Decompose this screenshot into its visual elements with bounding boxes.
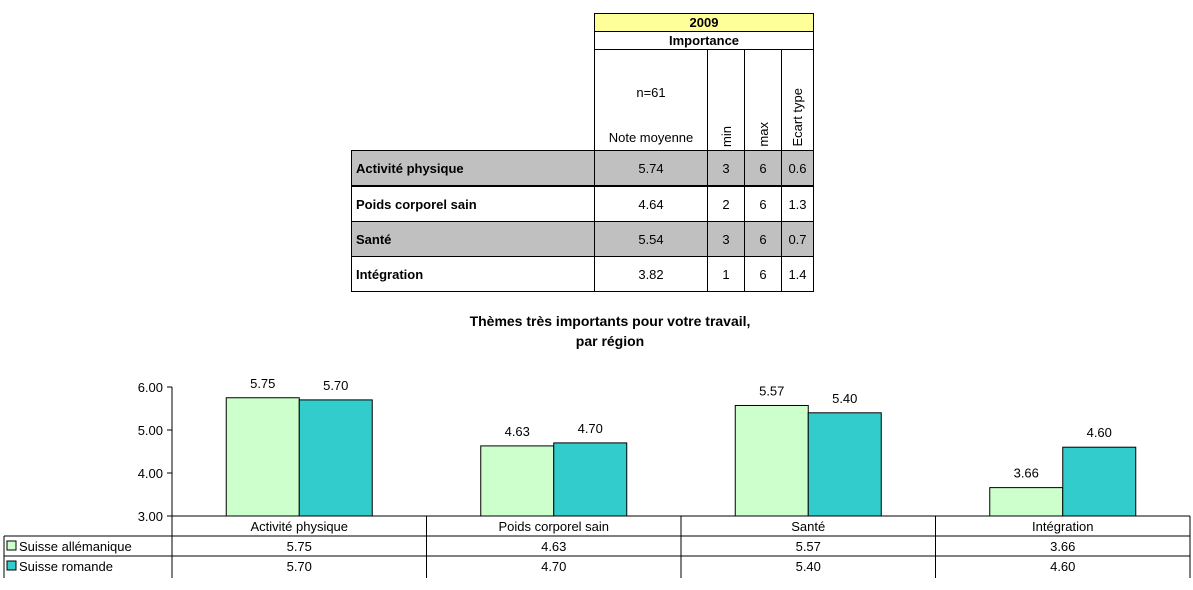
- max-cell: 6: [744, 185, 782, 222]
- bar: [734, 404, 809, 517]
- table-value: 5.57: [796, 539, 821, 554]
- min-cell: 1: [707, 256, 745, 292]
- mean-cell: 4.64: [594, 185, 708, 222]
- table-row: Activité physique 5.74 3 6 0.6: [351, 150, 814, 187]
- bar: [225, 397, 300, 517]
- legend-swatch: [6, 560, 17, 571]
- bar: [989, 487, 1064, 517]
- bar: [553, 442, 628, 517]
- row-label: Santé: [351, 221, 595, 257]
- max-cell: 6: [744, 221, 782, 257]
- max-cell: 6: [744, 150, 782, 187]
- bar: [1062, 446, 1137, 517]
- legend-series-label: Suisse romande: [19, 559, 113, 574]
- table-value: 5.70: [287, 559, 312, 574]
- data-label: 5.57: [759, 383, 784, 398]
- data-label: 4.70: [578, 421, 603, 436]
- x-category-label: Poids corporel sain: [498, 519, 609, 534]
- data-label: 4.60: [1087, 425, 1112, 440]
- legend-series-label: Suisse allémanique: [19, 539, 132, 554]
- min-column-header: min: [707, 49, 745, 151]
- statistics-table: 2009 Importance n=61 Note moyenne min ma…: [351, 13, 814, 292]
- table-value: 4.70: [541, 559, 566, 574]
- sd-cell: 0.6: [781, 150, 814, 187]
- max-column-header: max: [744, 49, 782, 151]
- data-label: 5.70: [323, 378, 348, 393]
- bar: [298, 399, 373, 517]
- table-importance-header: Importance: [594, 31, 814, 50]
- table-value: 5.75: [287, 539, 312, 554]
- mean-cell: 5.54: [594, 221, 708, 257]
- y-tick-label: 3.00: [138, 509, 163, 524]
- chart-subtitle: par région: [575, 333, 645, 349]
- legend-swatch: [6, 540, 17, 551]
- data-label: 5.40: [832, 391, 857, 406]
- chart-title: Thèmes très importants pour votre travai…: [469, 313, 751, 329]
- row-label: Activité physique: [351, 150, 595, 187]
- table-row: Intégration 3.82 1 6 1.4: [351, 256, 814, 292]
- table-row: Poids corporel sain 4.64 2 6 1.3: [351, 185, 814, 222]
- y-tick-label: 4.00: [138, 466, 163, 481]
- mean-label: Note moyenne: [608, 130, 694, 145]
- sd-cell: 1.4: [781, 256, 814, 292]
- data-label: 3.66: [1014, 466, 1039, 481]
- data-label: 4.63: [505, 424, 530, 439]
- table-value: 3.66: [1050, 539, 1075, 554]
- x-category-label: Activité physique: [250, 519, 348, 534]
- x-category-label: Santé: [791, 519, 825, 534]
- y-tick-label: 5.00: [138, 423, 163, 438]
- table-value: 4.63: [541, 539, 566, 554]
- mean-column-header: n=61 Note moyenne: [594, 49, 708, 151]
- sample-size-label: n=61: [636, 85, 666, 100]
- table-value: 4.60: [1050, 559, 1075, 574]
- y-tick-label: 6.00: [138, 380, 163, 395]
- sd-column-header: Ecart type: [781, 49, 814, 151]
- row-label: Intégration: [351, 256, 595, 292]
- table-year: 2009: [594, 13, 814, 32]
- bar: [480, 445, 555, 517]
- bar: [807, 412, 882, 517]
- mean-cell: 5.74: [594, 150, 708, 187]
- min-cell: 3: [707, 150, 745, 187]
- table-value: 5.40: [796, 559, 821, 574]
- data-label: 5.75: [250, 376, 275, 391]
- mean-cell: 3.82: [594, 256, 708, 292]
- x-category-label: Intégration: [1032, 519, 1093, 534]
